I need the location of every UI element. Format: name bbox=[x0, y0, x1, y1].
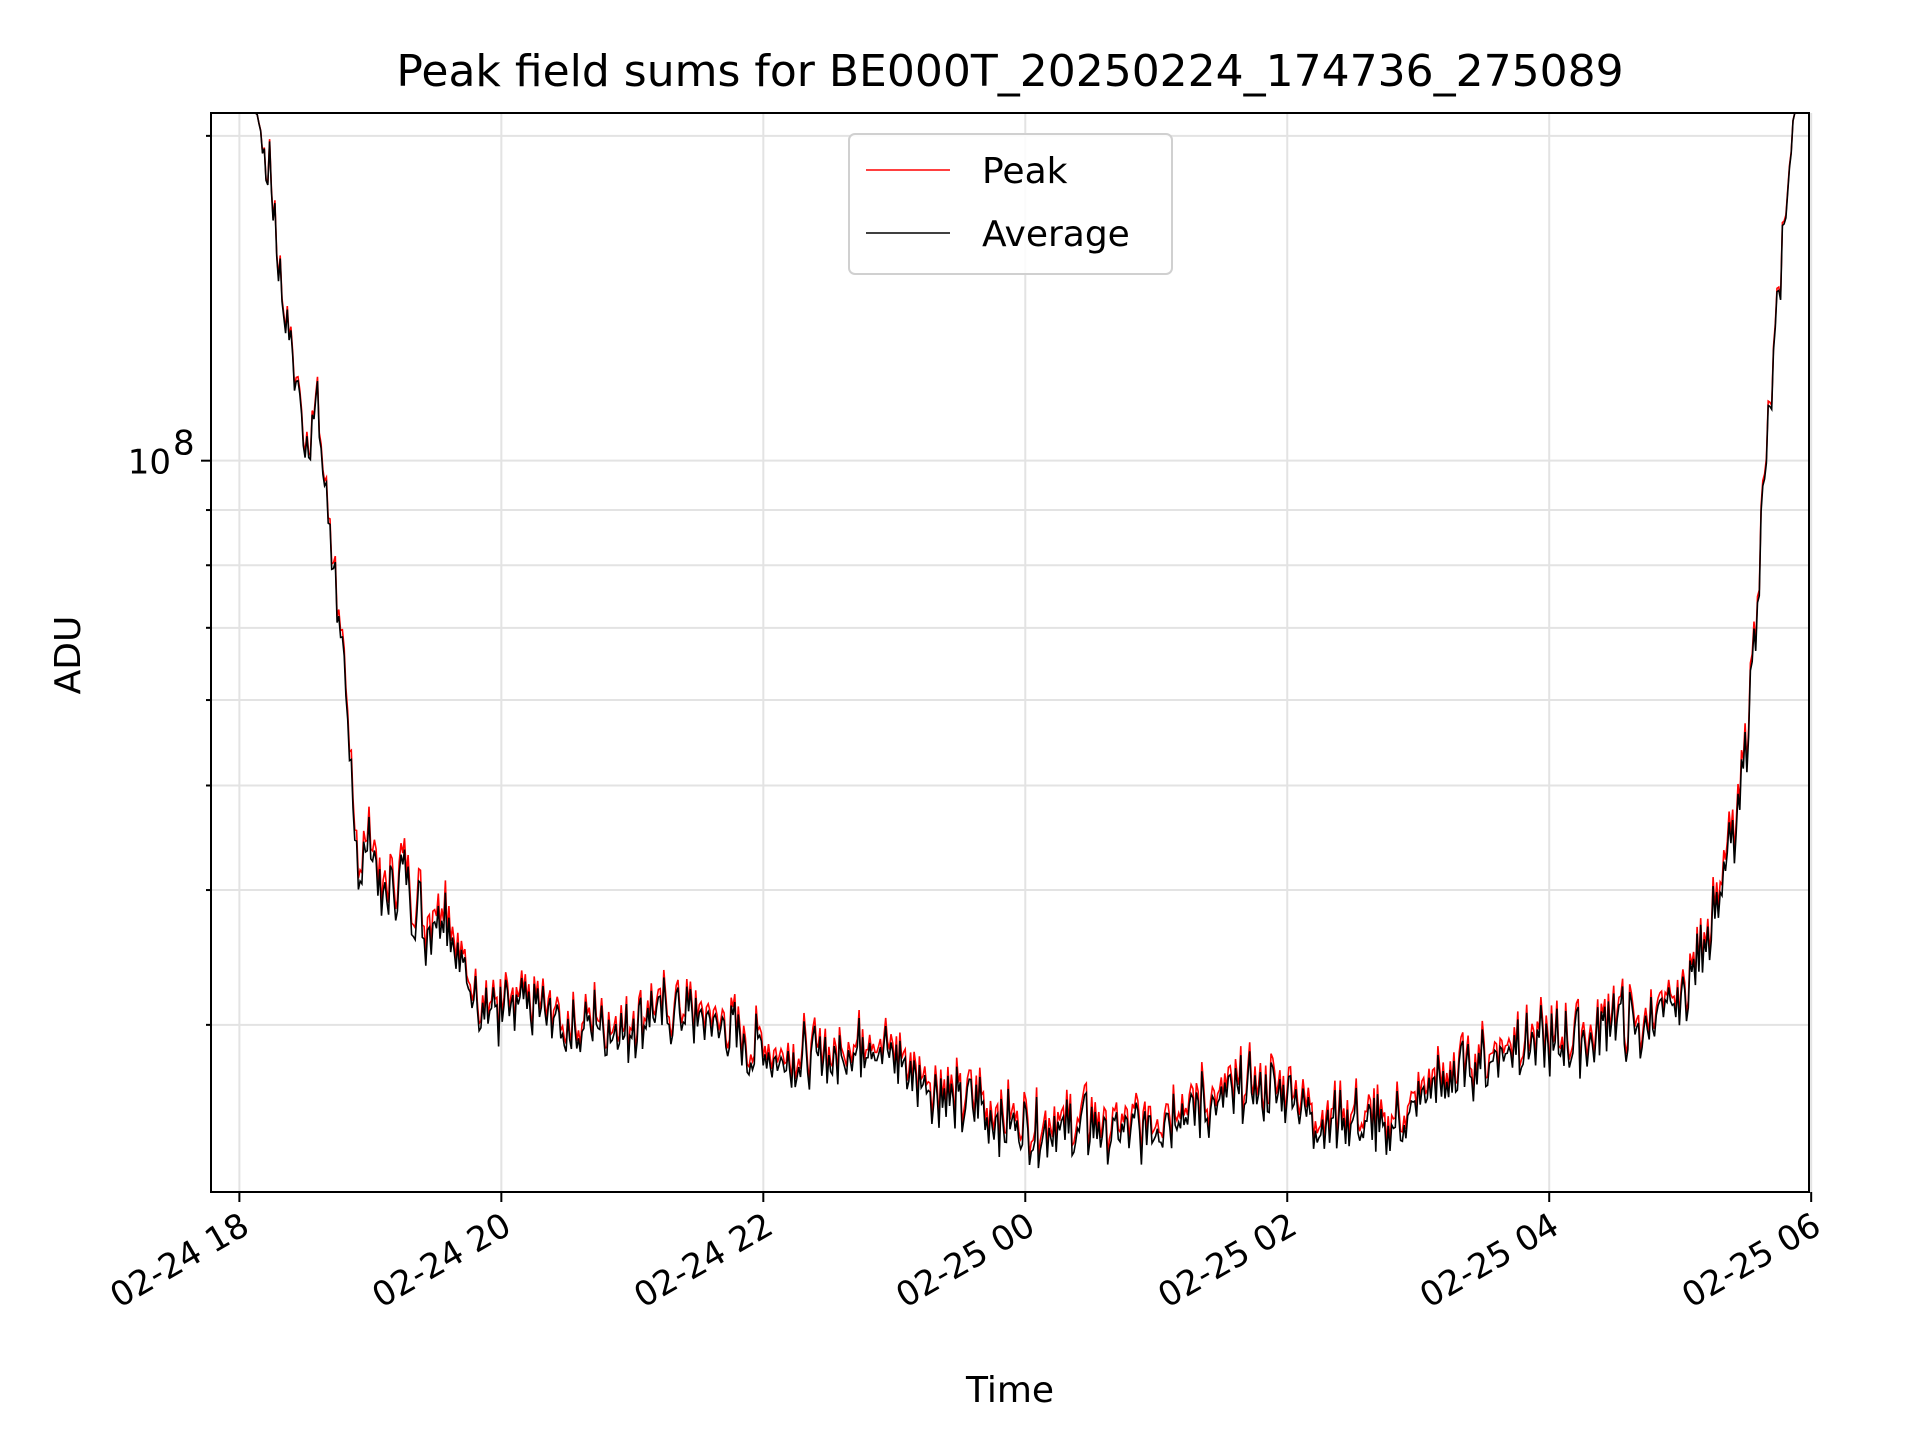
legend: Peak Average bbox=[848, 133, 1173, 275]
x-tick-label: 02-24 18 bbox=[103, 1205, 255, 1316]
x-axis-label: Time bbox=[965, 1370, 1054, 1411]
x-tick-label: 02-25 02 bbox=[1151, 1205, 1303, 1316]
series-layer bbox=[211, 112, 1809, 1169]
y-axis-label: ADU bbox=[48, 616, 89, 695]
grid bbox=[211, 113, 1813, 1192]
x-tick-label: 02-24 20 bbox=[365, 1205, 517, 1316]
series-line-average bbox=[211, 112, 1809, 1169]
chart-title: Peak field sums for BE000T_20250224_1747… bbox=[396, 46, 1623, 97]
legend-label-peak: Peak bbox=[982, 151, 1068, 192]
y-tick-label-exponent: 8 bbox=[173, 424, 195, 464]
y-axis: 10 8 bbox=[128, 134, 211, 1026]
x-axis: 02-24 18 02-24 20 02-24 22 02-25 00 02-25 02… bbox=[103, 1192, 1828, 1316]
plot-frame bbox=[210, 112, 1810, 1193]
legend-label-average: Average bbox=[982, 214, 1130, 255]
x-tick-label: 02-25 00 bbox=[889, 1205, 1041, 1316]
x-tick-label: 02-25 04 bbox=[1413, 1205, 1565, 1316]
x-tick-label: 02-24 22 bbox=[627, 1205, 779, 1316]
y-tick-label: 10 bbox=[128, 443, 171, 483]
x-tick-label: 02-25 06 bbox=[1675, 1205, 1827, 1316]
legend-box bbox=[848, 133, 1173, 275]
